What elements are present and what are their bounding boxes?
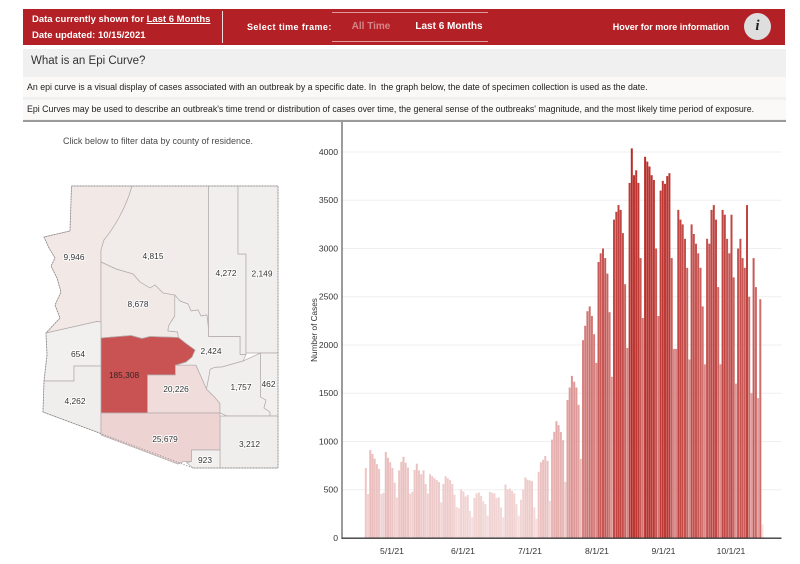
svg-text:1500: 1500: [319, 388, 338, 398]
svg-text:8,678: 8,678: [128, 299, 149, 309]
svg-text:6/1/21: 6/1/21: [451, 546, 475, 556]
svg-text:1,757: 1,757: [231, 382, 252, 392]
svg-text:2000: 2000: [319, 340, 338, 350]
svg-text:2500: 2500: [319, 292, 338, 302]
svg-text:3000: 3000: [319, 243, 338, 253]
svg-text:7/1/21: 7/1/21: [518, 546, 542, 556]
svg-text:4,272: 4,272: [216, 268, 237, 278]
svg-text:2,424: 2,424: [201, 346, 222, 356]
svg-text:10/1/21: 10/1/21: [717, 546, 746, 556]
svg-text:3500: 3500: [319, 195, 338, 205]
svg-text:2,149: 2,149: [252, 269, 273, 279]
svg-text:5/1/21: 5/1/21: [380, 546, 404, 556]
svg-text:923: 923: [198, 455, 212, 465]
svg-text:4,262: 4,262: [65, 396, 86, 406]
svg-text:Number of Cases: Number of Cases: [310, 298, 319, 362]
svg-text:462: 462: [262, 379, 276, 389]
svg-text:9/1/21: 9/1/21: [652, 546, 676, 556]
svg-text:20,226: 20,226: [163, 384, 189, 394]
svg-text:3,212: 3,212: [239, 439, 260, 449]
svg-text:500: 500: [324, 485, 339, 495]
svg-text:9,946: 9,946: [64, 252, 85, 262]
svg-text:185,308: 185,308: [109, 370, 140, 380]
svg-text:654: 654: [71, 349, 85, 359]
svg-text:4000: 4000: [319, 147, 338, 157]
svg-text:25,679: 25,679: [152, 434, 178, 444]
svg-text:8/1/21: 8/1/21: [585, 546, 609, 556]
svg-text:1000: 1000: [319, 436, 338, 446]
svg-text:0: 0: [333, 533, 338, 543]
svg-text:4,815: 4,815: [143, 251, 164, 261]
